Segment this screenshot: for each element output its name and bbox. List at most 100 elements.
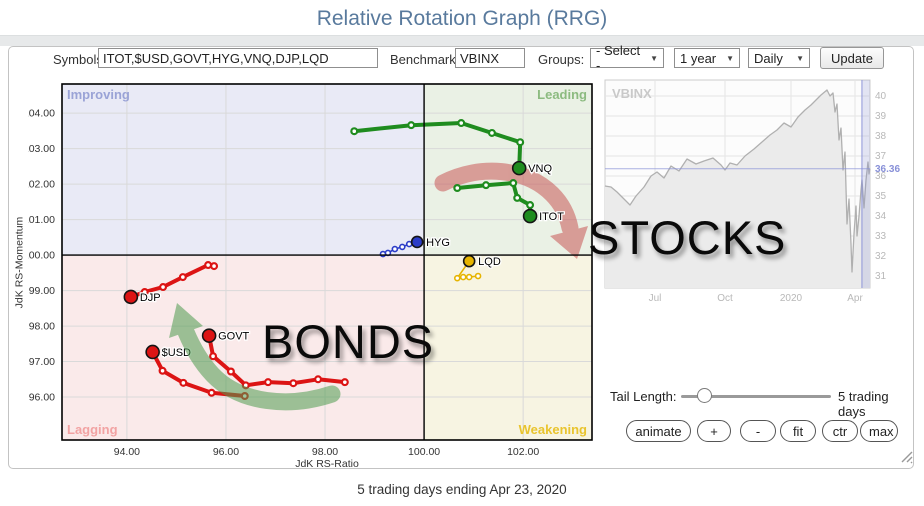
rrg-node-label-HYG: HYG [426, 237, 450, 249]
zoom-in-button[interactable]: + [697, 420, 731, 442]
bonds-annotation: BONDS [262, 315, 435, 368]
svg-text:40: 40 [875, 91, 887, 102]
tail-length-slider[interactable] [681, 395, 831, 398]
resize-handle[interactable] [899, 449, 914, 464]
svg-text:94.00: 94.00 [114, 446, 140, 458]
svg-text:102.00: 102.00 [28, 179, 55, 191]
frequency-select[interactable]: Daily ▼ [748, 48, 810, 68]
svg-text:98.00: 98.00 [312, 446, 338, 458]
rrg-node-label-LQD: LQD [478, 256, 501, 268]
benchmark-current-value: 36.36 [875, 164, 900, 175]
symbols-input[interactable] [98, 48, 378, 68]
period-select-value: 1 year [680, 50, 717, 66]
svg-text:104.00: 104.00 [28, 108, 55, 120]
groups-select-value: - Select - [596, 43, 641, 73]
svg-text:102.00: 102.00 [507, 446, 539, 458]
rrg-plot-border [61, 83, 593, 441]
svg-text:36: 36 [875, 171, 887, 182]
rrg-node-VNQ[interactable] [511, 160, 527, 176]
benchmark-line [604, 89, 871, 273]
title-divider-band [0, 35, 924, 46]
svg-text:96.00: 96.00 [213, 446, 239, 458]
fit-button[interactable]: fit [780, 420, 816, 442]
svg-text:103.00: 103.00 [28, 143, 55, 155]
svg-text:39: 39 [875, 111, 887, 122]
benchmark-input[interactable] [455, 48, 525, 68]
svg-text:98.00: 98.00 [29, 321, 55, 333]
svg-text:Apr: Apr [847, 293, 863, 304]
rrg-series-LQD: LQD [453, 254, 502, 282]
benchmark-chart: 40 39 38 37 36 35 34 33 32 31 Jul Oct 2020 Apr 36.36 VB… [604, 79, 900, 304]
animate-button[interactable]: animate [626, 420, 691, 442]
benchmark-label: Benchmark: [390, 52, 460, 67]
rrg-x-axis-title: JdK RS-Ratio [295, 458, 359, 468]
frequency-select-value: Daily [754, 50, 783, 66]
svg-text:34: 34 [875, 211, 887, 222]
svg-text:2020: 2020 [780, 293, 803, 304]
rrg-node-label-ITOT: ITOT [539, 211, 564, 223]
groups-select[interactable]: - Select - ▼ [590, 43, 664, 73]
quadrant-label-leading: Leading [537, 87, 587, 102]
svg-text:33: 33 [875, 231, 887, 242]
tail-length-label: Tail Length: [610, 389, 677, 404]
period-select[interactable]: 1 year ▼ [674, 48, 740, 68]
rrg-quadrants [62, 84, 592, 440]
chevron-down-icon: ▼ [650, 53, 658, 63]
groups-label: Groups: [538, 52, 585, 67]
rrg-axis-labels: 96.00 97.00 98.00 99.00 100.00 101.00 102.00 10… [28, 108, 539, 468]
stocks-arrow-icon [434, 162, 588, 259]
benchmark-axis-labels: 40 39 38 37 36 35 34 33 32 31 Jul Oct 2020 Apr [649, 91, 887, 304]
tail-length-value: 5 trading days [838, 389, 889, 419]
rrg-node-$USD[interactable] [145, 344, 160, 360]
footer-status: 5 trading days ending Apr 23, 2020 [357, 482, 567, 497]
rrg-node-label-GOVT: GOVT [218, 331, 249, 343]
stocks-annotation: STOCKS [588, 211, 787, 264]
chevron-down-icon: ▼ [726, 53, 734, 63]
quadrant-label-lagging: Lagging [67, 422, 118, 437]
update-button[interactable]: Update [820, 47, 884, 69]
rrg-node-HYG[interactable] [410, 235, 424, 249]
center-button[interactable]: ctr [822, 420, 858, 442]
rrg-node-label-VNQ: VNQ [528, 163, 552, 175]
max-button[interactable]: max [860, 420, 898, 442]
svg-text:97.00: 97.00 [29, 356, 55, 368]
svg-text:35: 35 [875, 191, 887, 202]
rrg-series-GOVT: GOVT [201, 328, 349, 390]
svg-text:Oct: Oct [717, 293, 733, 304]
quadrant-label-improving: Improving [67, 87, 130, 102]
rrg-chart[interactable]: 96.00 97.00 98.00 99.00 100.00 101.00 102.00 10… [28, 76, 604, 468]
rrg-series-DJP: DJP [123, 261, 219, 305]
svg-text:32: 32 [875, 251, 887, 262]
tail-length-slider-handle[interactable] [697, 388, 712, 403]
zoom-out-button[interactable]: - [740, 420, 776, 442]
svg-text:96.00: 96.00 [29, 392, 55, 404]
rrg-series-VNQ: VNQ [350, 119, 554, 176]
svg-text:99.00: 99.00 [29, 285, 55, 297]
rrg-series-ITOT: ITOT [453, 179, 565, 224]
svg-text:Jul: Jul [649, 293, 662, 304]
trend-arrows [169, 162, 588, 411]
svg-text:37: 37 [875, 151, 887, 162]
svg-text:101.00: 101.00 [28, 214, 55, 226]
benchmark-area [605, 90, 870, 288]
page-title: Relative Rotation Graph (RRG) [316, 7, 608, 30]
svg-text:31: 31 [875, 271, 887, 282]
symbols-label: Symbols: [53, 52, 107, 67]
svg-text:100.00: 100.00 [28, 250, 55, 262]
benchmark-watermark: VBINX [612, 86, 652, 101]
svg-text:100.00: 100.00 [408, 446, 440, 458]
rrg-node-label-$USD: $USD [162, 347, 191, 359]
rrg-node-GOVT[interactable] [201, 328, 217, 343]
svg-text:38: 38 [875, 131, 887, 142]
rrg-y-axis-title: JdK RS-Momentum [13, 216, 26, 309]
chevron-down-icon: ▼ [796, 53, 804, 63]
rrg-node-label-DJP: DJP [140, 292, 161, 304]
rrg-node-DJP[interactable] [123, 289, 139, 305]
rrg-node-LQD[interactable] [462, 254, 476, 268]
quadrant-label-weakening: Weakening [519, 422, 587, 437]
rrg-node-ITOT[interactable] [522, 208, 538, 224]
rrg-series-$USD: $USD [145, 344, 249, 400]
bonds-arrow-icon [169, 303, 341, 411]
observation-window-band [861, 80, 870, 288]
